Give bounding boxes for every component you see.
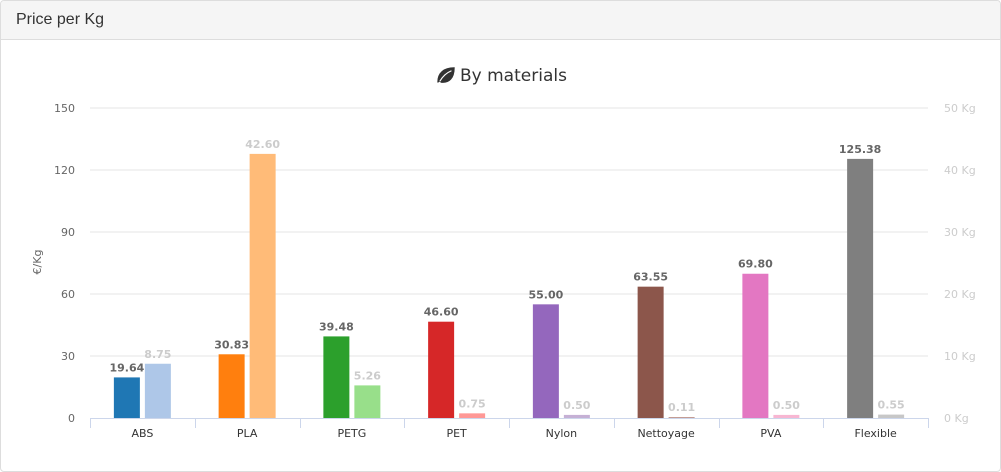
- y2-tick-label: 20 Kg: [944, 288, 976, 301]
- data-label: 0.11: [668, 401, 695, 414]
- x-axis: ABS PLA PETG PET Nylon Nettoyage PVA Flexible: [90, 418, 929, 440]
- x-tick-label: PETG: [337, 427, 366, 440]
- data-label: 0.55: [878, 399, 905, 412]
- bar-weight: [354, 385, 381, 418]
- x-tick-label: PVA: [760, 427, 781, 440]
- x-tick-label: PET: [446, 427, 467, 440]
- y2-tick-label: 50 Kg: [944, 102, 976, 115]
- bar-weight: [249, 153, 276, 418]
- bar-weight: [668, 417, 695, 418]
- bar-price: [113, 377, 140, 418]
- chart-title-text: By materials: [460, 66, 567, 86]
- data-label: 0.75: [459, 397, 486, 410]
- data-label: 63.55: [633, 271, 668, 284]
- panel-heading: Price per Kg: [1, 1, 1000, 40]
- data-label: 125.38: [839, 143, 881, 156]
- x-tick-label: PLA: [237, 427, 258, 440]
- bar-weight: [459, 413, 486, 418]
- data-label: 8.75: [144, 348, 171, 361]
- y-tick-label: 150: [54, 102, 75, 115]
- chart-title: By materials: [437, 66, 567, 86]
- bar-price: [532, 304, 559, 418]
- data-label: 0.50: [563, 399, 590, 412]
- x-tick-label: ABS: [131, 427, 153, 440]
- bar-price: [637, 286, 664, 418]
- x-tick-label: Nylon: [546, 427, 578, 440]
- y-tick-label: 30: [61, 350, 75, 363]
- bar-weight: [144, 363, 171, 418]
- bar-weight: [773, 414, 800, 418]
- y2-tick-label: 30 Kg: [944, 226, 976, 239]
- data-label: 5.26: [354, 369, 381, 382]
- bar-price: [218, 354, 245, 418]
- data-label: 19.64: [109, 361, 144, 374]
- leaf-icon: [437, 67, 455, 83]
- y-tick-label: 90: [61, 226, 75, 239]
- y2-tick-label: 40 Kg: [944, 164, 976, 177]
- y-axis-label: €/Kg: [31, 250, 44, 275]
- data-label: 0.50: [773, 399, 800, 412]
- y-axis-right: 0 Kg 10 Kg 20 Kg 30 Kg 40 Kg 50 Kg: [944, 102, 976, 425]
- data-label: 42.60: [245, 138, 280, 151]
- y-tick-label: 0: [68, 412, 75, 425]
- panel-title: Price per Kg: [16, 11, 105, 28]
- y-axis-left: 0 30 60 90 120 150: [54, 102, 75, 425]
- data-label: 30.83: [214, 338, 249, 351]
- gridlines: [90, 107, 928, 357]
- y2-tick-label: 0 Kg: [944, 412, 969, 425]
- bar-price: [428, 321, 455, 418]
- y-tick-label: 60: [61, 288, 75, 301]
- x-tick-label: Nettoyage: [637, 427, 695, 440]
- bars: 19.64 30.83 39.48 46.60 55.00 63.55 69.80 125.3…: [109, 138, 905, 418]
- data-label: 69.80: [738, 258, 773, 271]
- bar-weight: [563, 414, 590, 418]
- bar-price: [742, 273, 769, 418]
- bar-weight: [878, 414, 905, 418]
- data-label: 46.60: [424, 306, 459, 319]
- data-label: 39.48: [319, 320, 354, 333]
- x-tick-label: Flexible: [854, 427, 897, 440]
- y2-tick-label: 10 Kg: [944, 350, 976, 363]
- data-label: 55.00: [528, 288, 563, 301]
- y-tick-label: 120: [54, 164, 75, 177]
- bar-price: [847, 158, 874, 418]
- bar-price: [323, 336, 350, 418]
